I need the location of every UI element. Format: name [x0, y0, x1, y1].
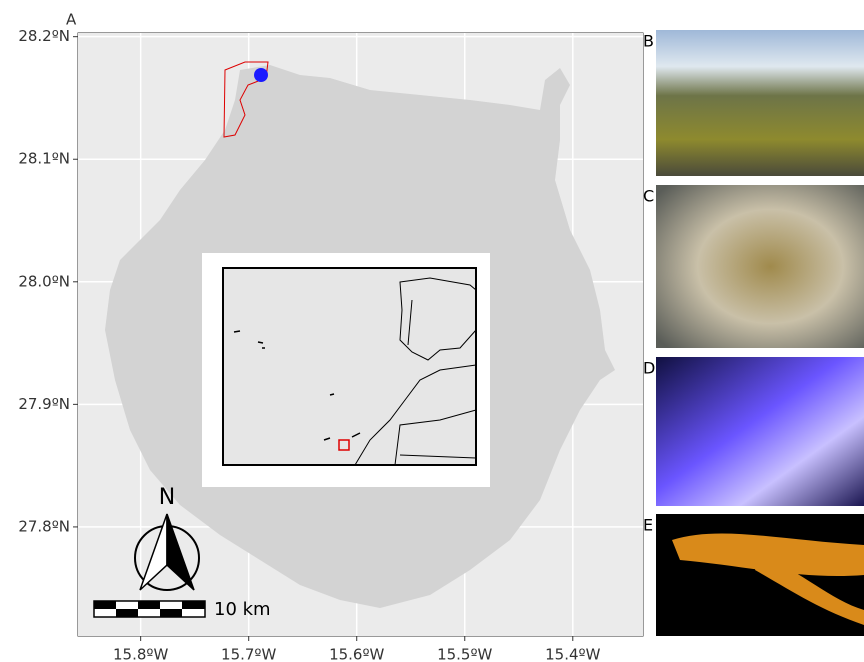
photo-label: C	[643, 187, 654, 206]
photo-label: D	[643, 359, 655, 378]
photo	[656, 357, 864, 506]
figure: A N 10 km 15.8ºW 15.7ºW 15.6ºW 15.5ºW 15.4ºW…	[0, 0, 864, 662]
y-tick-label: 27.9ºN	[18, 395, 70, 413]
y-tick-label: 27.8ºN	[18, 517, 70, 535]
y-tick-label: 28.0ºN	[18, 272, 70, 290]
x-tick-label: 15.8ºW	[113, 646, 168, 662]
photo	[656, 185, 864, 348]
x-tick-label: 15.5ºW	[437, 646, 492, 662]
photo-label: E	[643, 516, 653, 535]
scale-label: 10 km	[214, 599, 271, 620]
inset-map	[202, 253, 490, 487]
scale-bar: 10 km	[94, 599, 271, 620]
y-tick-label: 28.2ºN	[18, 27, 70, 45]
north-label: N	[159, 485, 175, 510]
y-tick-label: 28.1ºN	[18, 150, 70, 168]
photo	[656, 30, 864, 176]
panel-label: A	[66, 11, 77, 29]
photo-label: B	[643, 32, 654, 51]
x-tick-label: 15.7ºW	[221, 646, 276, 662]
x-tick-label: 15.4ºW	[545, 646, 600, 662]
sample-site	[254, 68, 268, 82]
x-tick-label: 15.6ºW	[329, 646, 384, 662]
